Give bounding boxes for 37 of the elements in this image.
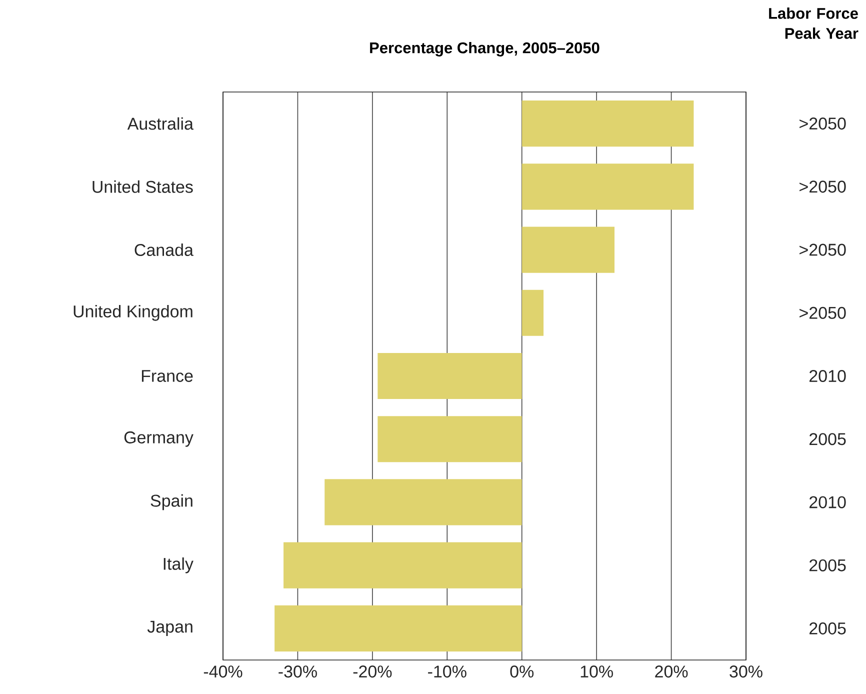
x-tick-label: -30% [278,666,317,678]
x-tick-label: 20% [655,666,688,678]
text: >2050 [800,180,846,193]
y-tick-label: Japan [147,620,192,636]
bar [284,542,522,588]
y-tick-label: Spain [150,494,192,510]
text: >2050 [800,244,846,256]
chart-title: Percentage Change, 2005–2050 [370,42,600,56]
bar [522,164,694,210]
x-tick-label: 0% [510,666,534,678]
bar [522,226,615,273]
x-tick-label: 10% [580,666,613,678]
y-tick-label: United States [92,180,193,193]
x-tick-label: 30% [730,666,762,678]
bar [274,605,522,652]
text: >2050 [800,306,846,319]
x-tick-label: -20% [353,666,392,678]
text: 2005 [810,433,846,446]
y-tick-label: Canada [134,244,194,256]
x-tick-label: -40% [204,666,242,678]
y2-axis-title: Labor Force Peak Year [769,8,858,39]
text: 2005 [810,559,846,572]
bar [378,352,522,400]
text: 2010 [810,496,846,508]
bar [522,100,694,147]
text: >2050 [800,118,846,130]
text: 2005 [810,622,846,634]
text: 2010 [810,370,846,382]
y-tick-label: Italy [164,557,194,574]
y-tick-label: France [142,370,193,382]
bar [324,479,522,526]
bar [378,416,522,462]
bar [522,290,544,336]
x-tick-label: -10% [428,666,466,678]
y-tick-label: Australia [127,117,194,130]
y-tick-label: Germany [124,431,194,447]
y-tick-label: United Kingdom [74,304,192,321]
